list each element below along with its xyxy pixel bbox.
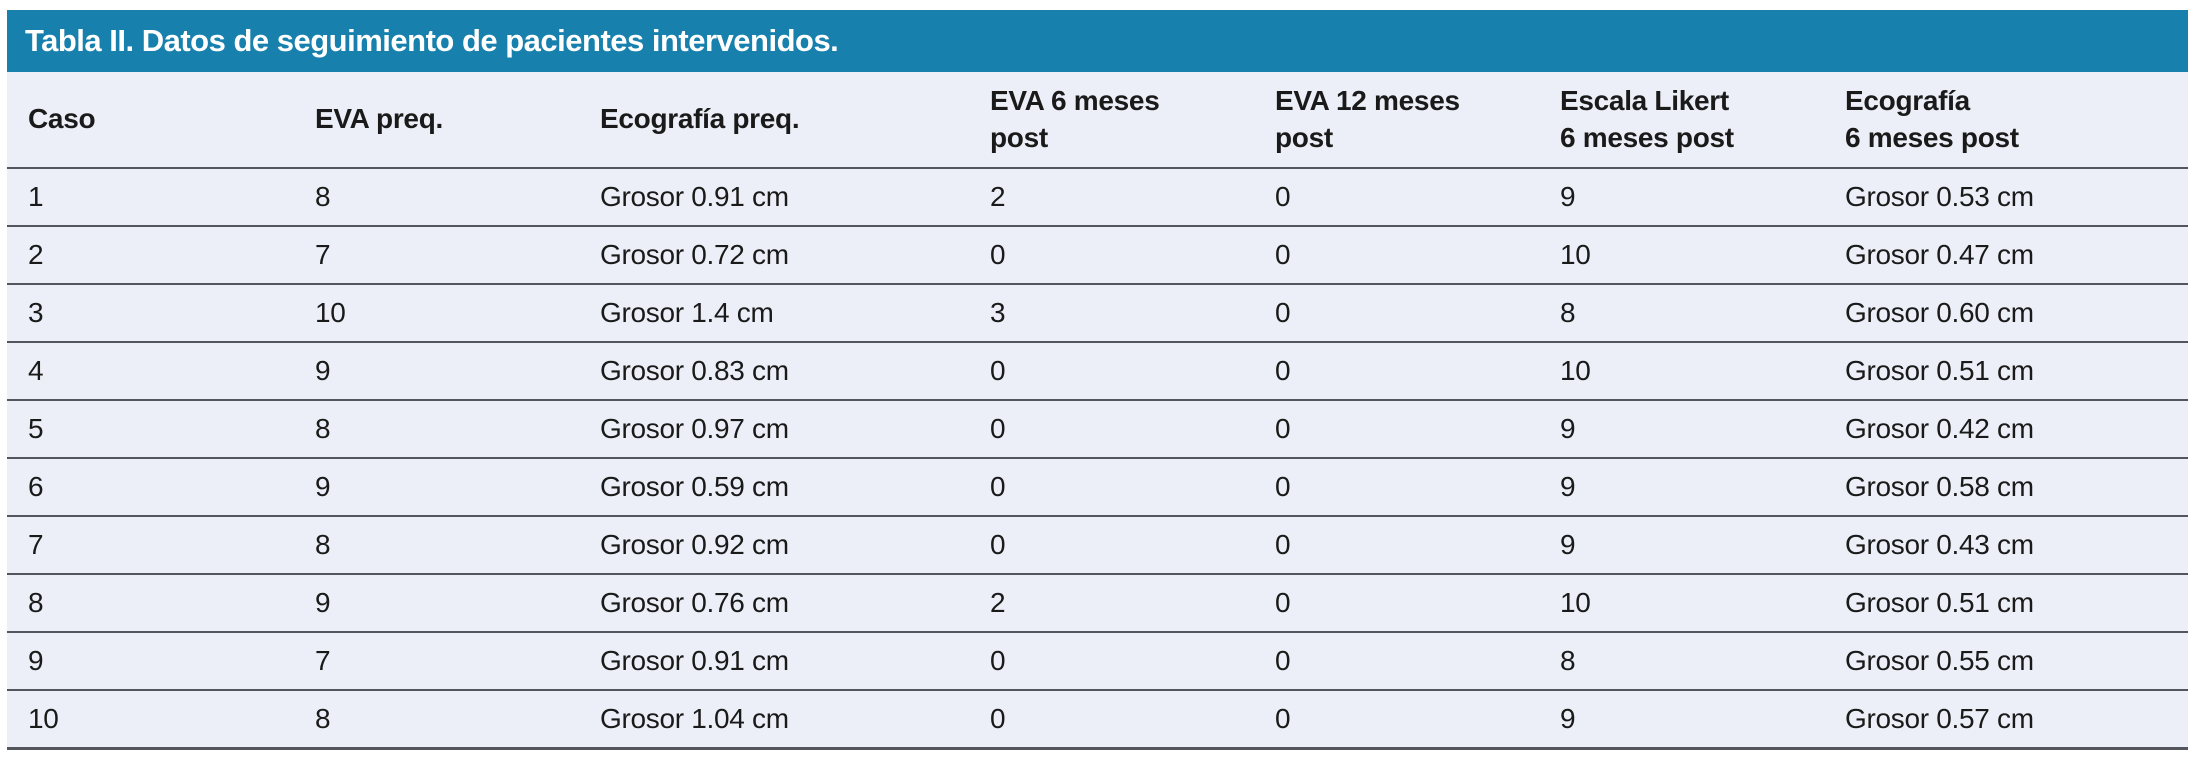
table-cell: 7 xyxy=(294,226,579,285)
table-cell: Grosor 0.42 cm xyxy=(1824,400,2188,459)
table-cell: 9 xyxy=(294,458,579,517)
table-cell: Grosor 0.72 cm xyxy=(579,226,969,285)
table-cell: Grosor 0.92 cm xyxy=(579,516,969,575)
table-cell: 10 xyxy=(1539,226,1824,285)
table-row: 8 9 Grosor 0.76 cm 2 0 10 Grosor 0.51 cm xyxy=(7,574,2188,633)
table-cell: 9 xyxy=(7,632,294,691)
table-cell: 7 xyxy=(7,516,294,575)
table-cell: 8 xyxy=(294,400,579,459)
tabla-ii-card: Tabla II. Datos de seguimiento de pacien… xyxy=(7,10,2188,750)
table-cell: Grosor 0.58 cm xyxy=(1824,458,2188,517)
table-cell: 0 xyxy=(969,458,1254,517)
table-cell: Grosor 0.91 cm xyxy=(579,168,969,227)
table-cell: 9 xyxy=(294,342,579,401)
table-cell: Grosor 0.53 cm xyxy=(1824,168,2188,227)
patient-followup-table: Caso EVA preq. Ecografía preq. EVA 6 meses … xyxy=(7,72,2188,750)
table-cell: 8 xyxy=(294,168,579,227)
column-header: Escala Likert 6 meses post xyxy=(1539,72,1824,169)
table-row: 2 7 Grosor 0.72 cm 0 0 10 Grosor 0.47 cm xyxy=(7,226,2188,285)
table-cell: 9 xyxy=(1539,458,1824,517)
table-cell: 8 xyxy=(7,574,294,633)
table-cell: Grosor 1.04 cm xyxy=(579,690,969,750)
table-cell: 0 xyxy=(1254,342,1539,401)
column-header: EVA 12 meses post xyxy=(1254,72,1539,169)
table-cell: 0 xyxy=(1254,284,1539,343)
table-cell: Grosor 0.83 cm xyxy=(579,342,969,401)
table-cell: 0 xyxy=(969,516,1254,575)
table-cell: 0 xyxy=(1254,574,1539,633)
table-cell: 8 xyxy=(1539,632,1824,691)
table-cell: 0 xyxy=(1254,458,1539,517)
table-cell: Grosor 1.4 cm xyxy=(579,284,969,343)
table-cell: 7 xyxy=(294,632,579,691)
table-cell: 0 xyxy=(1254,168,1539,227)
table-cell: 0 xyxy=(1254,400,1539,459)
table-title: Tabla II. Datos de seguimiento de pacien… xyxy=(25,23,839,58)
table-cell: 9 xyxy=(1539,690,1824,750)
table-cell: Grosor 0.76 cm xyxy=(579,574,969,633)
column-header: EVA 6 meses post xyxy=(969,72,1254,169)
table-cell: 8 xyxy=(294,516,579,575)
table-cell: 8 xyxy=(294,690,579,750)
table-cell: 0 xyxy=(1254,632,1539,691)
table-cell: 0 xyxy=(969,632,1254,691)
table-cell: Grosor 0.43 cm xyxy=(1824,516,2188,575)
table-cell: 4 xyxy=(7,342,294,401)
table-cell: 10 xyxy=(1539,574,1824,633)
table-cell: 9 xyxy=(1539,400,1824,459)
table-cell: 8 xyxy=(1539,284,1824,343)
table-cell: 0 xyxy=(969,226,1254,285)
table-cell: 3 xyxy=(969,284,1254,343)
table-cell: Grosor 0.91 cm xyxy=(579,632,969,691)
column-header: Caso xyxy=(7,72,294,169)
table-row: 7 8 Grosor 0.92 cm 0 0 9 Grosor 0.43 cm xyxy=(7,516,2188,575)
table-row: 10 8 Grosor 1.04 cm 0 0 9 Grosor 0.57 cm xyxy=(7,690,2188,750)
table-cell: 6 xyxy=(7,458,294,517)
table-cell: 10 xyxy=(1539,342,1824,401)
table-cell: Grosor 0.59 cm xyxy=(579,458,969,517)
table-row: 9 7 Grosor 0.91 cm 0 0 8 Grosor 0.55 cm xyxy=(7,632,2188,691)
table-body: 1 8 Grosor 0.91 cm 2 0 9 Grosor 0.53 cm 2 7 Groso… xyxy=(7,168,2188,750)
table-cell: 5 xyxy=(7,400,294,459)
table-cell: 1 xyxy=(7,168,294,227)
table-row: 4 9 Grosor 0.83 cm 0 0 10 Grosor 0.51 cm xyxy=(7,342,2188,401)
header-row: Caso EVA preq. Ecografía preq. EVA 6 meses … xyxy=(7,72,2188,169)
table-cell: 0 xyxy=(969,690,1254,750)
table-row: 3 10 Grosor 1.4 cm 3 0 8 Grosor 0.60 cm xyxy=(7,284,2188,343)
table-cell: Grosor 0.47 cm xyxy=(1824,226,2188,285)
table-cell: 0 xyxy=(969,400,1254,459)
table-cell: Grosor 0.55 cm xyxy=(1824,632,2188,691)
table-cell: Grosor 0.60 cm xyxy=(1824,284,2188,343)
table-cell: 9 xyxy=(294,574,579,633)
table-cell: 2 xyxy=(7,226,294,285)
table-cell: 0 xyxy=(1254,516,1539,575)
table-cell: 10 xyxy=(7,690,294,750)
table-cell: 10 xyxy=(294,284,579,343)
table-cell: 9 xyxy=(1539,516,1824,575)
table-cell: 0 xyxy=(1254,226,1539,285)
table-cell: Grosor 0.57 cm xyxy=(1824,690,2188,750)
table-cell: 0 xyxy=(969,342,1254,401)
table-cell: Grosor 0.51 cm xyxy=(1824,342,2188,401)
column-header: Ecografía preq. xyxy=(579,72,969,169)
table-cell: 2 xyxy=(969,574,1254,633)
table-row: 5 8 Grosor 0.97 cm 0 0 9 Grosor 0.42 cm xyxy=(7,400,2188,459)
table-row: 6 9 Grosor 0.59 cm 0 0 9 Grosor 0.58 cm xyxy=(7,458,2188,517)
table-title-bar: Tabla II. Datos de seguimiento de pacien… xyxy=(7,10,2188,72)
table-cell: Grosor 0.51 cm xyxy=(1824,574,2188,633)
table-cell: 0 xyxy=(1254,690,1539,750)
table-cell: 3 xyxy=(7,284,294,343)
column-header: EVA preq. xyxy=(294,72,579,169)
table-row: 1 8 Grosor 0.91 cm 2 0 9 Grosor 0.53 cm xyxy=(7,168,2188,227)
table-cell: 2 xyxy=(969,168,1254,227)
table-cell: 9 xyxy=(1539,168,1824,227)
table-cell: Grosor 0.97 cm xyxy=(579,400,969,459)
column-header: Ecografía 6 meses post xyxy=(1824,72,2188,169)
